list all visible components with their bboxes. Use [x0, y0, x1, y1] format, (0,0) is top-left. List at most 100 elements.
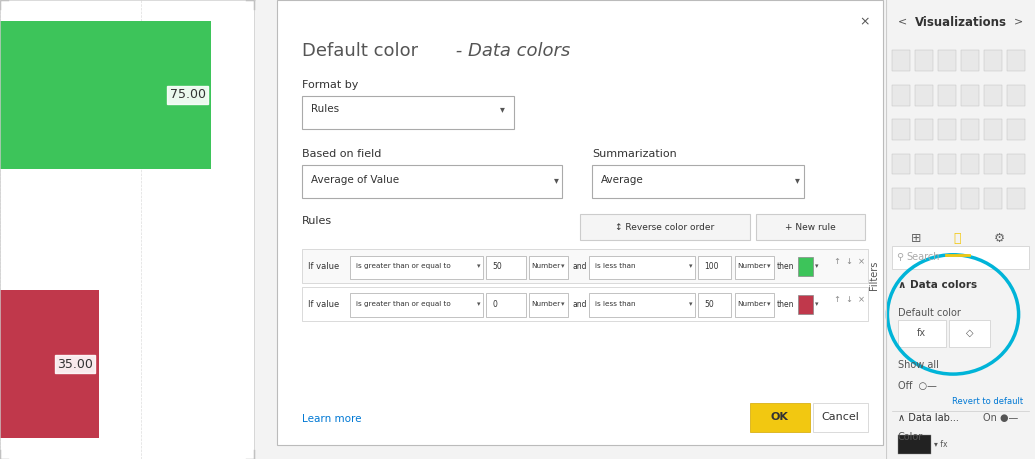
Bar: [0, 21, 211, 169]
Text: Summarization: Summarization: [592, 149, 677, 159]
Text: Default color: Default color: [301, 42, 418, 60]
FancyBboxPatch shape: [892, 119, 910, 140]
FancyBboxPatch shape: [350, 256, 483, 279]
Text: ∧ Data colors: ∧ Data colors: [898, 280, 977, 290]
FancyBboxPatch shape: [580, 214, 749, 241]
FancyBboxPatch shape: [735, 293, 774, 317]
FancyBboxPatch shape: [892, 154, 910, 174]
Text: 50: 50: [704, 300, 714, 308]
FancyBboxPatch shape: [1007, 85, 1026, 106]
FancyBboxPatch shape: [486, 293, 526, 317]
FancyBboxPatch shape: [984, 188, 1002, 209]
Text: and: and: [572, 300, 587, 308]
Text: ⚲: ⚲: [896, 252, 904, 262]
FancyBboxPatch shape: [756, 214, 864, 241]
Text: Default color: Default color: [898, 308, 960, 318]
Text: + New rule: + New rule: [785, 223, 835, 232]
FancyBboxPatch shape: [948, 320, 990, 347]
FancyBboxPatch shape: [984, 85, 1002, 106]
Text: Search: Search: [907, 252, 941, 262]
Text: Show all: Show all: [898, 360, 939, 370]
Text: ▾: ▾: [500, 104, 504, 114]
FancyBboxPatch shape: [892, 188, 910, 209]
FancyBboxPatch shape: [1007, 154, 1026, 174]
Text: Number: Number: [532, 301, 561, 307]
Text: ↑: ↑: [833, 295, 840, 304]
Text: ▾: ▾: [795, 175, 800, 185]
Text: If value: If value: [307, 262, 338, 271]
Text: Number: Number: [738, 263, 767, 269]
Text: ↑: ↑: [833, 257, 840, 266]
Text: ▾: ▾: [767, 301, 771, 307]
Bar: [0, 290, 98, 438]
FancyBboxPatch shape: [529, 256, 568, 279]
FancyBboxPatch shape: [301, 249, 867, 283]
Text: then: then: [777, 300, 795, 308]
FancyBboxPatch shape: [938, 85, 956, 106]
FancyBboxPatch shape: [892, 85, 910, 106]
Text: ▾: ▾: [561, 301, 565, 307]
FancyBboxPatch shape: [1007, 188, 1026, 209]
Text: Based on field: Based on field: [301, 149, 381, 159]
FancyBboxPatch shape: [962, 50, 979, 71]
Text: ▾: ▾: [815, 263, 819, 269]
FancyBboxPatch shape: [892, 50, 910, 71]
FancyBboxPatch shape: [962, 85, 979, 106]
Text: ▾: ▾: [477, 301, 480, 307]
FancyBboxPatch shape: [938, 188, 956, 209]
FancyBboxPatch shape: [938, 154, 956, 174]
Text: ▾: ▾: [688, 301, 692, 307]
FancyBboxPatch shape: [984, 154, 1002, 174]
FancyBboxPatch shape: [915, 50, 933, 71]
Text: then: then: [777, 262, 795, 271]
FancyBboxPatch shape: [699, 256, 732, 279]
Text: 35.00: 35.00: [57, 358, 93, 370]
Text: Rules: Rules: [310, 104, 338, 114]
FancyBboxPatch shape: [589, 256, 696, 279]
Text: ×: ×: [857, 257, 864, 266]
Text: Format by: Format by: [301, 80, 358, 90]
Text: ↓: ↓: [846, 295, 852, 304]
Text: 100: 100: [704, 262, 718, 271]
FancyBboxPatch shape: [277, 0, 883, 445]
Text: is greater than or equal to: is greater than or equal to: [356, 301, 451, 307]
Text: Rules: Rules: [301, 216, 332, 226]
FancyBboxPatch shape: [938, 119, 956, 140]
Text: If value: If value: [307, 300, 338, 308]
Text: ▾ fx: ▾ fx: [934, 440, 947, 449]
Text: Learn more: Learn more: [301, 414, 361, 424]
FancyBboxPatch shape: [915, 119, 933, 140]
Text: ∧ Data lab...: ∧ Data lab...: [898, 413, 958, 423]
Text: ▾: ▾: [561, 263, 565, 269]
FancyBboxPatch shape: [984, 119, 1002, 140]
Text: is less than: is less than: [595, 301, 635, 307]
Text: Number: Number: [532, 263, 561, 269]
FancyBboxPatch shape: [301, 96, 513, 129]
Text: ↓: ↓: [846, 257, 852, 266]
Text: Number: Number: [738, 301, 767, 307]
Text: Color: Color: [898, 432, 923, 442]
FancyBboxPatch shape: [486, 256, 526, 279]
FancyBboxPatch shape: [749, 403, 810, 432]
Text: Off  ○—: Off ○—: [898, 381, 937, 391]
FancyBboxPatch shape: [350, 293, 483, 317]
Text: ▾: ▾: [767, 263, 771, 269]
Text: Filters: Filters: [868, 261, 879, 290]
Text: ×: ×: [859, 16, 869, 28]
Text: ↕ Reverse color order: ↕ Reverse color order: [615, 223, 714, 232]
FancyBboxPatch shape: [898, 435, 930, 454]
Text: 50: 50: [493, 262, 502, 271]
FancyBboxPatch shape: [1007, 50, 1026, 71]
FancyBboxPatch shape: [798, 295, 814, 314]
FancyBboxPatch shape: [1007, 119, 1026, 140]
FancyBboxPatch shape: [798, 257, 814, 276]
Text: <: <: [898, 16, 907, 26]
Text: fx: fx: [917, 328, 926, 338]
Text: ×: ×: [857, 295, 864, 304]
Text: On ●—: On ●—: [983, 413, 1018, 423]
Text: Cancel: Cancel: [822, 412, 859, 422]
Text: ⊞: ⊞: [911, 232, 921, 245]
FancyBboxPatch shape: [984, 50, 1002, 71]
Text: Average: Average: [601, 175, 644, 185]
FancyBboxPatch shape: [529, 293, 568, 317]
